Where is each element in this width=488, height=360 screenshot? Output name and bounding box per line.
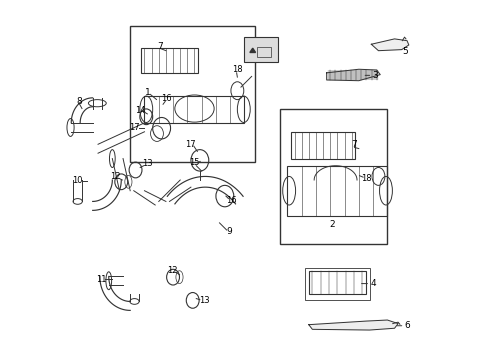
Text: 18: 18 [361, 174, 371, 183]
Text: 17: 17 [129, 123, 140, 132]
Text: 4: 4 [369, 279, 375, 288]
Text: 3: 3 [372, 71, 377, 80]
Text: 16: 16 [225, 196, 236, 205]
Text: 11: 11 [96, 275, 106, 284]
Polygon shape [308, 320, 397, 330]
Text: 17: 17 [184, 140, 195, 149]
Polygon shape [249, 48, 255, 53]
Text: 12: 12 [110, 172, 120, 181]
Text: 13: 13 [142, 159, 152, 168]
Text: 9: 9 [226, 227, 232, 236]
Text: 1: 1 [145, 88, 151, 97]
Text: 5: 5 [402, 47, 407, 56]
Text: 15: 15 [189, 158, 199, 167]
Text: 6: 6 [404, 321, 409, 330]
FancyBboxPatch shape [244, 37, 278, 62]
Text: 14: 14 [135, 106, 145, 115]
Text: 8: 8 [77, 97, 82, 106]
Text: 2: 2 [328, 220, 334, 229]
Text: 12: 12 [167, 266, 177, 275]
Polygon shape [326, 69, 380, 81]
Polygon shape [370, 39, 408, 51]
Text: 7: 7 [157, 41, 163, 50]
Text: 7: 7 [351, 140, 357, 149]
Text: 16: 16 [161, 94, 172, 103]
Text: 18: 18 [232, 66, 242, 75]
Text: 10: 10 [72, 176, 82, 185]
Text: 13: 13 [199, 296, 209, 305]
